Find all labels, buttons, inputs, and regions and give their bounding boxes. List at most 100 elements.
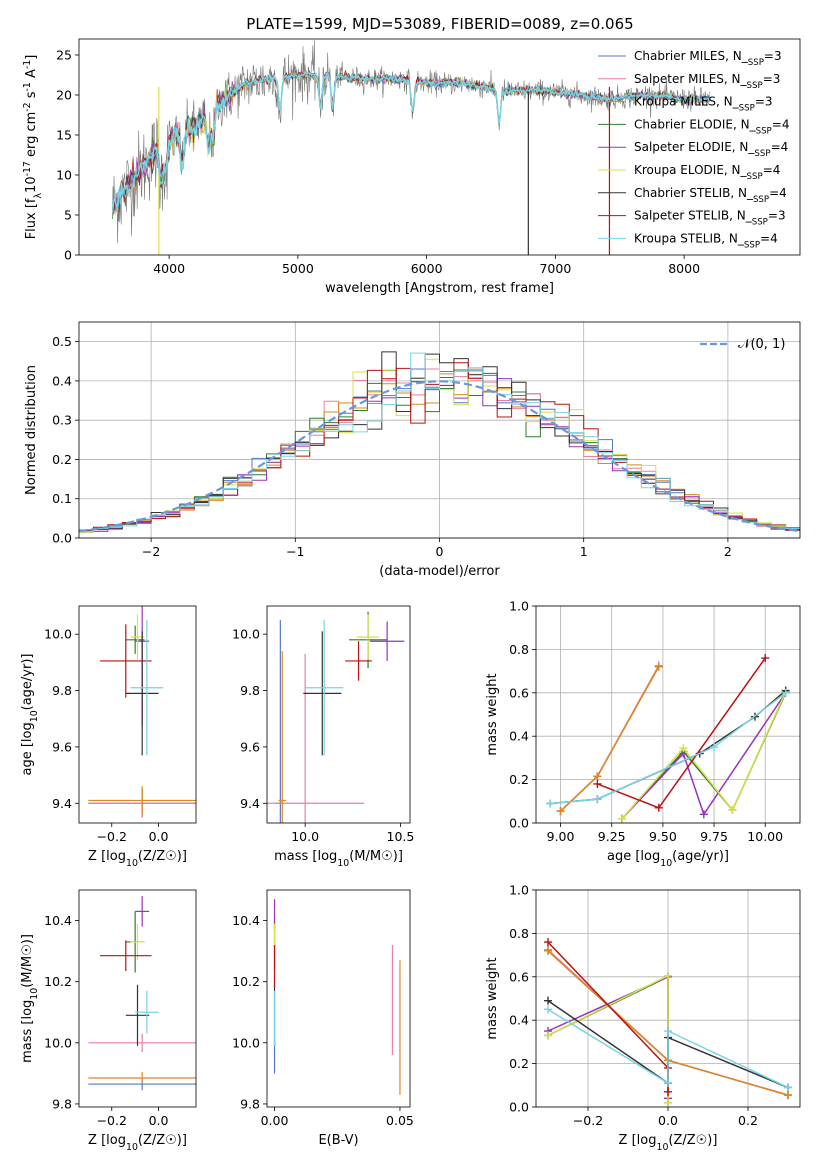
y-tick-label: 0.2: [52, 452, 72, 467]
weight-marker-2: [544, 946, 552, 955]
x-tick-label: 7000: [539, 261, 571, 276]
weight-marker-8: [784, 1083, 792, 1092]
y-axis-label: mass weight: [485, 673, 500, 755]
spectrum-axes: [75, 54, 685, 259]
x-tick-label: 2: [724, 544, 732, 559]
spectrum-plot-title: PLATE=1599, MJD=53089, FIBERID=0089, z=0…: [246, 15, 633, 33]
legend-label-6: Chabrier STELIB, N_SSP=4: [634, 186, 787, 205]
weight-marker-8: [593, 795, 602, 804]
y-tick-label: 0.4: [509, 729, 529, 744]
z-weight-axes-frame: [535, 889, 801, 1108]
y-tick-label: 9.6: [240, 739, 260, 754]
age-weight-axes-frame: [535, 605, 801, 824]
legend-label-5: Kroupa ELODIE, N_SSP=4: [634, 163, 780, 182]
weight-marker-8: [544, 1005, 552, 1014]
y-tick-label: 10.2: [232, 974, 260, 989]
y-tick-label: 25: [56, 48, 72, 63]
y-tick-label: 10.4: [44, 913, 72, 928]
x-tick-label: 0: [436, 544, 444, 559]
x-tick-label: 9.75: [700, 829, 728, 844]
legend-label-8: Kroupa STELIB, N_SSP=4: [634, 231, 778, 250]
y-tick-label: 20: [56, 88, 72, 103]
x-tick-label: −1: [286, 544, 304, 559]
histogram-step-8: [79, 352, 800, 532]
x-tick-label: 8000: [668, 261, 700, 276]
y-tick-label: 10.0: [44, 1035, 72, 1050]
weight-marker-6: [544, 996, 552, 1005]
legend-label-3: Chabrier ELODIE, N_SSP=4: [634, 117, 789, 136]
y-tick-label: 9.8: [52, 1096, 72, 1111]
model-line-top: [111, 71, 711, 213]
weight-marker-2: [654, 662, 663, 671]
weight-marker-8: [781, 688, 790, 697]
x-axis-label: Z [log10(Z/Z☉)]: [88, 849, 187, 869]
x-axis-label: E(B-V): [318, 1133, 358, 1148]
weight-marker-7: [654, 803, 663, 812]
weight-marker-8: [710, 743, 719, 752]
y-tick-label: 10.2: [44, 974, 72, 989]
z-age-axes: [75, 633, 159, 827]
z-age-axes-frame: [78, 605, 197, 824]
weight-marker-4: [699, 810, 708, 819]
y-axis-label: Normed distribution: [24, 365, 39, 495]
weight-line-8: [547, 1008, 789, 1089]
x-tick-label: 9.50: [649, 829, 677, 844]
x-tick-label: 0.05: [386, 1113, 414, 1128]
weight-marker-7: [664, 1087, 672, 1096]
x-tick-label: 10.00: [747, 829, 783, 844]
mass-age-axes-frame: [266, 605, 411, 824]
age-weight-axes-data: [546, 654, 790, 823]
histogram-step-6: [79, 351, 800, 531]
weight-marker-8: [546, 799, 555, 808]
z-weight-axes-data: [544, 938, 792, 1107]
y-tick-label: 10.0: [232, 627, 260, 642]
y-tick-label: 0.0: [509, 1100, 529, 1115]
y-axis-label: mass [log10(M/M☉)]: [20, 934, 40, 1063]
x-axis-label: Z [log10(Z/Z☉)]: [88, 1133, 187, 1153]
weight-marker-5: [544, 1031, 552, 1040]
ebv-mass-axes: [263, 920, 401, 1111]
weight-marker-5: [679, 744, 688, 753]
legend-label-0: Chabrier MILES, N_SSP=3: [634, 49, 782, 68]
legend-label-normal: 𝒩(0, 1): [738, 337, 785, 352]
residual-frame: [78, 321, 801, 539]
y-tick-label: 10.0: [44, 627, 72, 642]
x-tick-label: 9.25: [598, 829, 626, 844]
weight-marker-5: [617, 814, 626, 823]
x-tick-label: 10.5: [387, 829, 415, 844]
y-tick-label: 10.0: [232, 1035, 260, 1050]
weight-marker-2: [593, 772, 602, 781]
z-mass-axes: [75, 920, 159, 1111]
y-tick-label: 9.8: [240, 1096, 260, 1111]
y-tick-label: 0.2: [509, 772, 529, 787]
y-tick-label: 10: [56, 168, 72, 183]
y-axis-label: Flux [fλ10-17 erg cm-2 s-1 A-1]: [22, 55, 44, 240]
y-tick-label: 0.8: [509, 642, 529, 657]
y-tick-label: 1.0: [509, 883, 529, 898]
y-tick-label: 0.4: [509, 1013, 529, 1028]
x-tick-label: −0.2: [97, 829, 127, 844]
x-tick-label: 0.0: [658, 1113, 678, 1128]
y-tick-label: 0: [64, 248, 72, 263]
normal-reference-curve: [79, 380, 800, 533]
weight-marker-2: [784, 1091, 792, 1100]
weight-marker-5: [664, 1098, 672, 1107]
y-tick-label: 0.6: [509, 685, 529, 700]
x-tick-label: 6000: [411, 261, 443, 276]
y-tick-label: 0.5: [52, 334, 72, 349]
weight-marker-5: [664, 971, 672, 980]
weight-marker-7: [544, 938, 552, 947]
weight-marker-5: [728, 805, 737, 814]
y-tick-label: 1.0: [509, 599, 529, 614]
y-tick-label: 10.4: [232, 913, 260, 928]
x-tick-label: 0.0: [149, 829, 169, 844]
y-tick-label: 9.4: [240, 796, 260, 811]
z-mass-axes-data: [88, 896, 196, 1091]
x-tick-label: 0.00: [261, 1113, 289, 1128]
spectrum-frame: [78, 38, 801, 256]
weight-marker-8: [664, 1079, 672, 1088]
z-age-axes-data: [88, 606, 196, 818]
y-axis-label: age [log10(age/yr)]: [20, 654, 40, 776]
y-tick-label: 5: [64, 208, 72, 223]
